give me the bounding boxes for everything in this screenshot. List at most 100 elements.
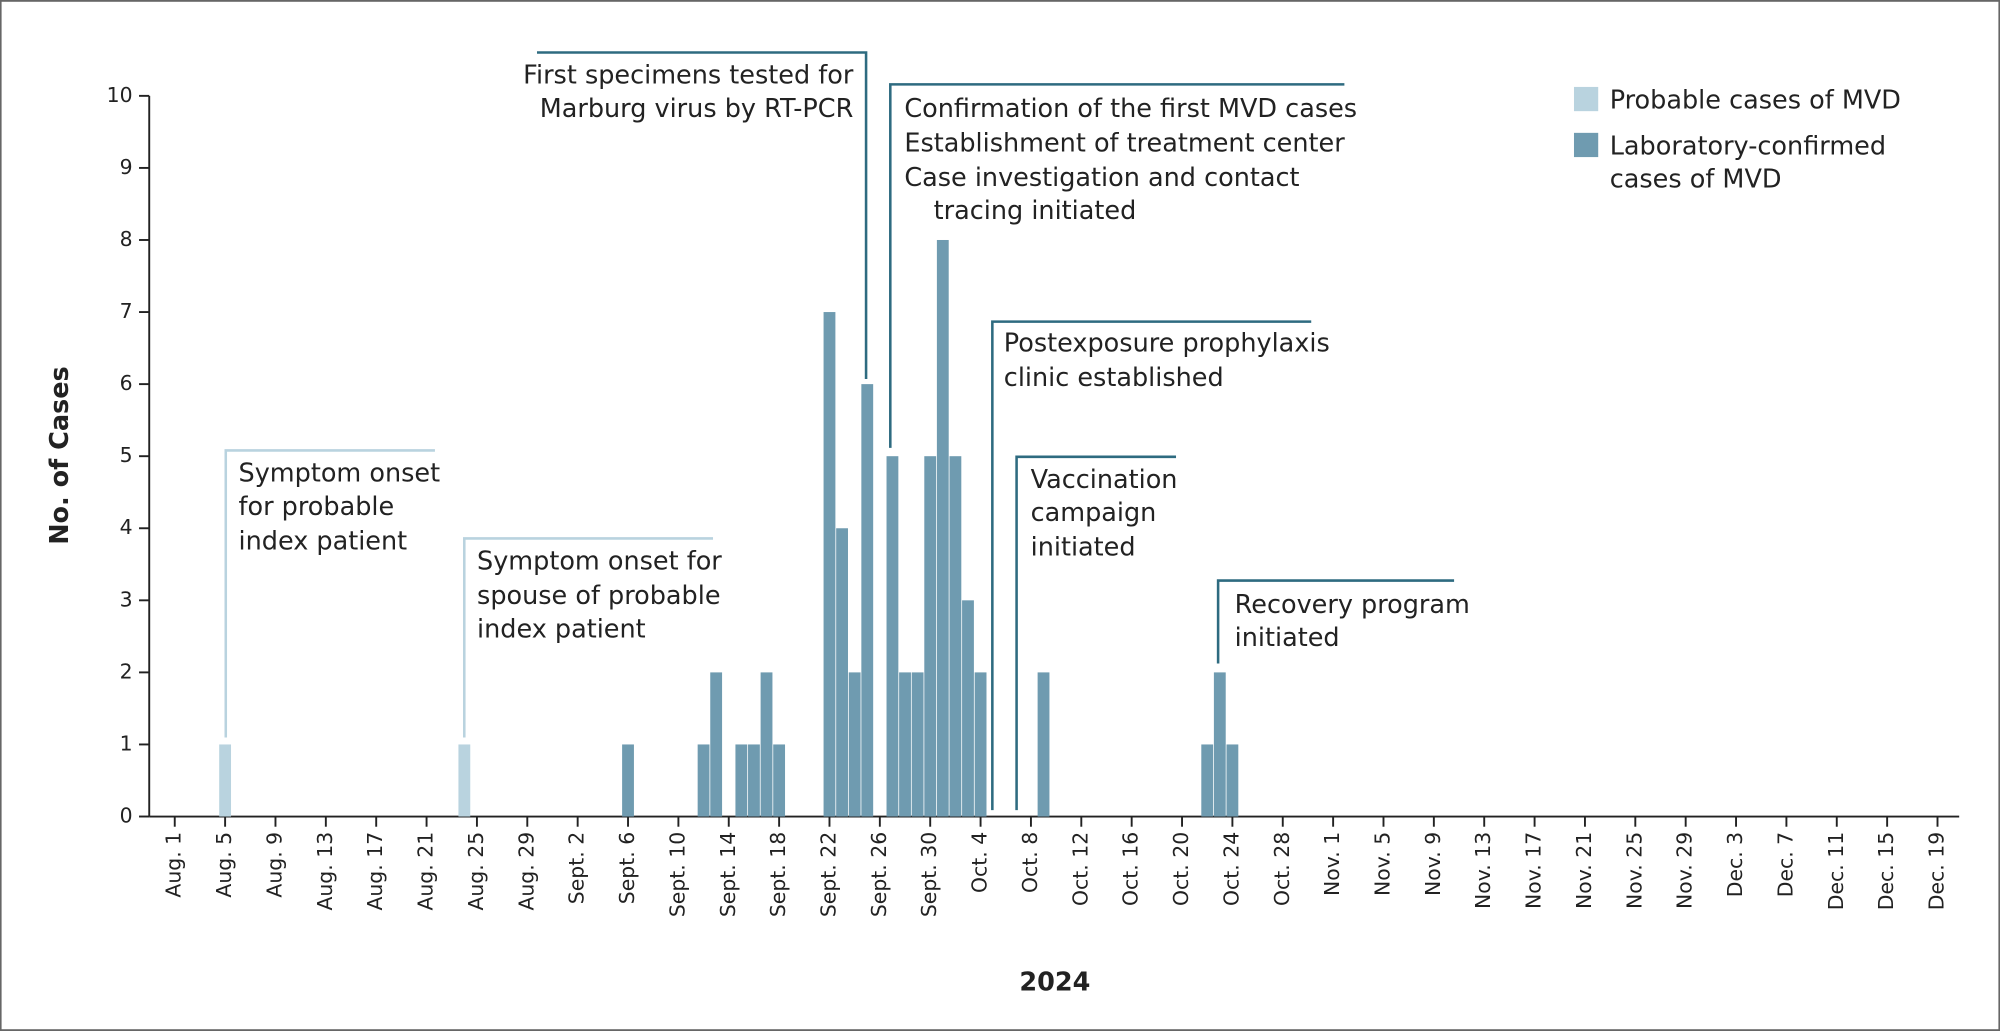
x-tick-label: Sept. 2 bbox=[565, 832, 589, 904]
x-tick-label: Nov. 17 bbox=[1522, 832, 1546, 909]
bar bbox=[1226, 744, 1239, 817]
x-tick-label: Nov. 9 bbox=[1421, 832, 1445, 896]
bar bbox=[823, 312, 836, 817]
y-tick-label: 6 bbox=[120, 371, 133, 395]
bar bbox=[962, 600, 974, 817]
annotation-text: First specimens tested for bbox=[523, 61, 854, 91]
legend-label: Probable cases of MVD bbox=[1609, 84, 1901, 115]
annotation-text: Marburg virus by RT-PCR bbox=[540, 94, 854, 124]
bar bbox=[974, 672, 987, 817]
x-tick-label: Sept. 10 bbox=[665, 832, 689, 917]
annotation-text: Recovery program bbox=[1235, 590, 1470, 620]
y-tick-label: 1 bbox=[120, 731, 133, 755]
bar bbox=[886, 456, 899, 817]
annotation-leader bbox=[224, 449, 435, 738]
bar bbox=[748, 744, 760, 817]
annotation-text: index patient bbox=[477, 614, 646, 644]
bar bbox=[710, 672, 723, 817]
y-tick-label: 3 bbox=[120, 587, 133, 611]
bar bbox=[458, 744, 471, 817]
annotation-text: Case investigation and contact bbox=[904, 163, 1299, 193]
x-tick-label: Dec. 7 bbox=[1773, 832, 1797, 897]
bar bbox=[924, 456, 937, 817]
legend-entry: Probable cases of MVD bbox=[1609, 84, 1901, 115]
bar bbox=[735, 744, 748, 817]
bar bbox=[899, 672, 911, 817]
annotation-text: initiated bbox=[1235, 623, 1340, 653]
x-tick-label: Nov. 25 bbox=[1622, 832, 1646, 909]
y-tick-label: 10 bbox=[107, 83, 133, 107]
x-tick-label: Nov. 13 bbox=[1471, 832, 1495, 909]
bar bbox=[848, 672, 861, 817]
x-tick-label: Nov. 29 bbox=[1673, 832, 1697, 909]
annotation-text: index patient bbox=[239, 526, 408, 556]
x-tick-label: Aug. 13 bbox=[313, 832, 337, 911]
x-tick-label: Dec. 11 bbox=[1824, 832, 1848, 910]
x-tick-label: Oct. 8 bbox=[1018, 832, 1042, 893]
x-tick-label: Oct. 16 bbox=[1119, 832, 1143, 906]
x-tick-label: Aug. 21 bbox=[414, 832, 438, 911]
x-tick-label: Oct. 20 bbox=[1169, 832, 1193, 906]
annotation-text: Establishment of treatment center bbox=[904, 128, 1345, 158]
x-tick-label: Dec. 3 bbox=[1723, 832, 1747, 897]
y-tick-label: 9 bbox=[120, 155, 133, 179]
bar bbox=[773, 744, 786, 817]
y-tick-label: 7 bbox=[120, 299, 133, 323]
annotation-text: Symptom onset bbox=[239, 459, 441, 489]
bar bbox=[760, 672, 773, 817]
annotation-text: initiated bbox=[1031, 533, 1136, 563]
x-tick-label: Sept. 22 bbox=[816, 832, 840, 917]
x-tick-label: Dec. 19 bbox=[1925, 832, 1949, 910]
annotation-text: spouse of probable bbox=[477, 581, 720, 611]
y-tick-label: 0 bbox=[120, 804, 133, 828]
bar bbox=[911, 672, 924, 817]
bar bbox=[861, 384, 874, 817]
y-tick-label: 2 bbox=[120, 659, 133, 683]
bar bbox=[1037, 672, 1050, 817]
bar bbox=[949, 456, 962, 817]
x-tick-label: Sept. 30 bbox=[917, 832, 941, 917]
x-tick-label: Dec. 15 bbox=[1874, 832, 1898, 910]
legend-entry: Laboratory-confirmed cases of MVD bbox=[1610, 130, 1886, 194]
x-tick-label: Aug. 5 bbox=[212, 832, 236, 898]
bar bbox=[219, 744, 232, 817]
bar bbox=[1201, 744, 1214, 817]
y-tick-label: 4 bbox=[120, 515, 133, 539]
annotation-text: Vaccination bbox=[1031, 465, 1178, 495]
x-tick-label: Sept. 6 bbox=[615, 832, 639, 904]
legend-swatch bbox=[1573, 132, 1599, 158]
annotation-text: for probable bbox=[239, 492, 395, 522]
x-tick-label: Nov. 5 bbox=[1370, 832, 1394, 896]
x-tick-label: Oct. 24 bbox=[1219, 832, 1243, 906]
annotation-leader bbox=[463, 537, 714, 738]
annotation-leader bbox=[1015, 455, 1177, 811]
x-tick-label: Aug. 17 bbox=[363, 832, 387, 911]
bar bbox=[836, 528, 848, 817]
x-tick-label: Oct. 4 bbox=[968, 832, 992, 893]
bar bbox=[622, 744, 634, 817]
annotation-text: Confirmation of the first MVD cases bbox=[904, 94, 1357, 124]
x-tick-label: Sept. 14 bbox=[716, 832, 740, 917]
x-tick-label: Aug. 9 bbox=[262, 832, 286, 898]
x-tick-label: Aug. 29 bbox=[514, 832, 538, 911]
bar bbox=[697, 744, 710, 817]
y-tick-label: 5 bbox=[120, 443, 133, 467]
x-axis-title: 2024 bbox=[1019, 968, 1090, 998]
x-tick-label: Nov. 1 bbox=[1320, 832, 1344, 896]
x-tick-label: Oct. 12 bbox=[1068, 832, 1092, 906]
annotation-text: Symptom onset for bbox=[477, 547, 722, 577]
bar bbox=[936, 239, 949, 817]
annotation-text: tracing initiated bbox=[934, 196, 1137, 226]
x-tick-label: Sept. 26 bbox=[867, 832, 891, 917]
annotation-text: clinic established bbox=[1004, 363, 1224, 393]
y-tick-label: 8 bbox=[120, 227, 133, 251]
x-tick-label: Aug. 1 bbox=[162, 832, 186, 898]
annotation-text: campaign bbox=[1031, 498, 1157, 528]
annotation-leader bbox=[889, 83, 1345, 448]
annotation-text: Postexposure prophylaxis bbox=[1004, 329, 1330, 359]
x-tick-label: Oct. 28 bbox=[1270, 832, 1294, 906]
y-axis-title: No. of Cases bbox=[45, 366, 75, 545]
annotation-leader bbox=[1216, 579, 1455, 664]
x-tick-label: Nov. 21 bbox=[1572, 832, 1596, 909]
